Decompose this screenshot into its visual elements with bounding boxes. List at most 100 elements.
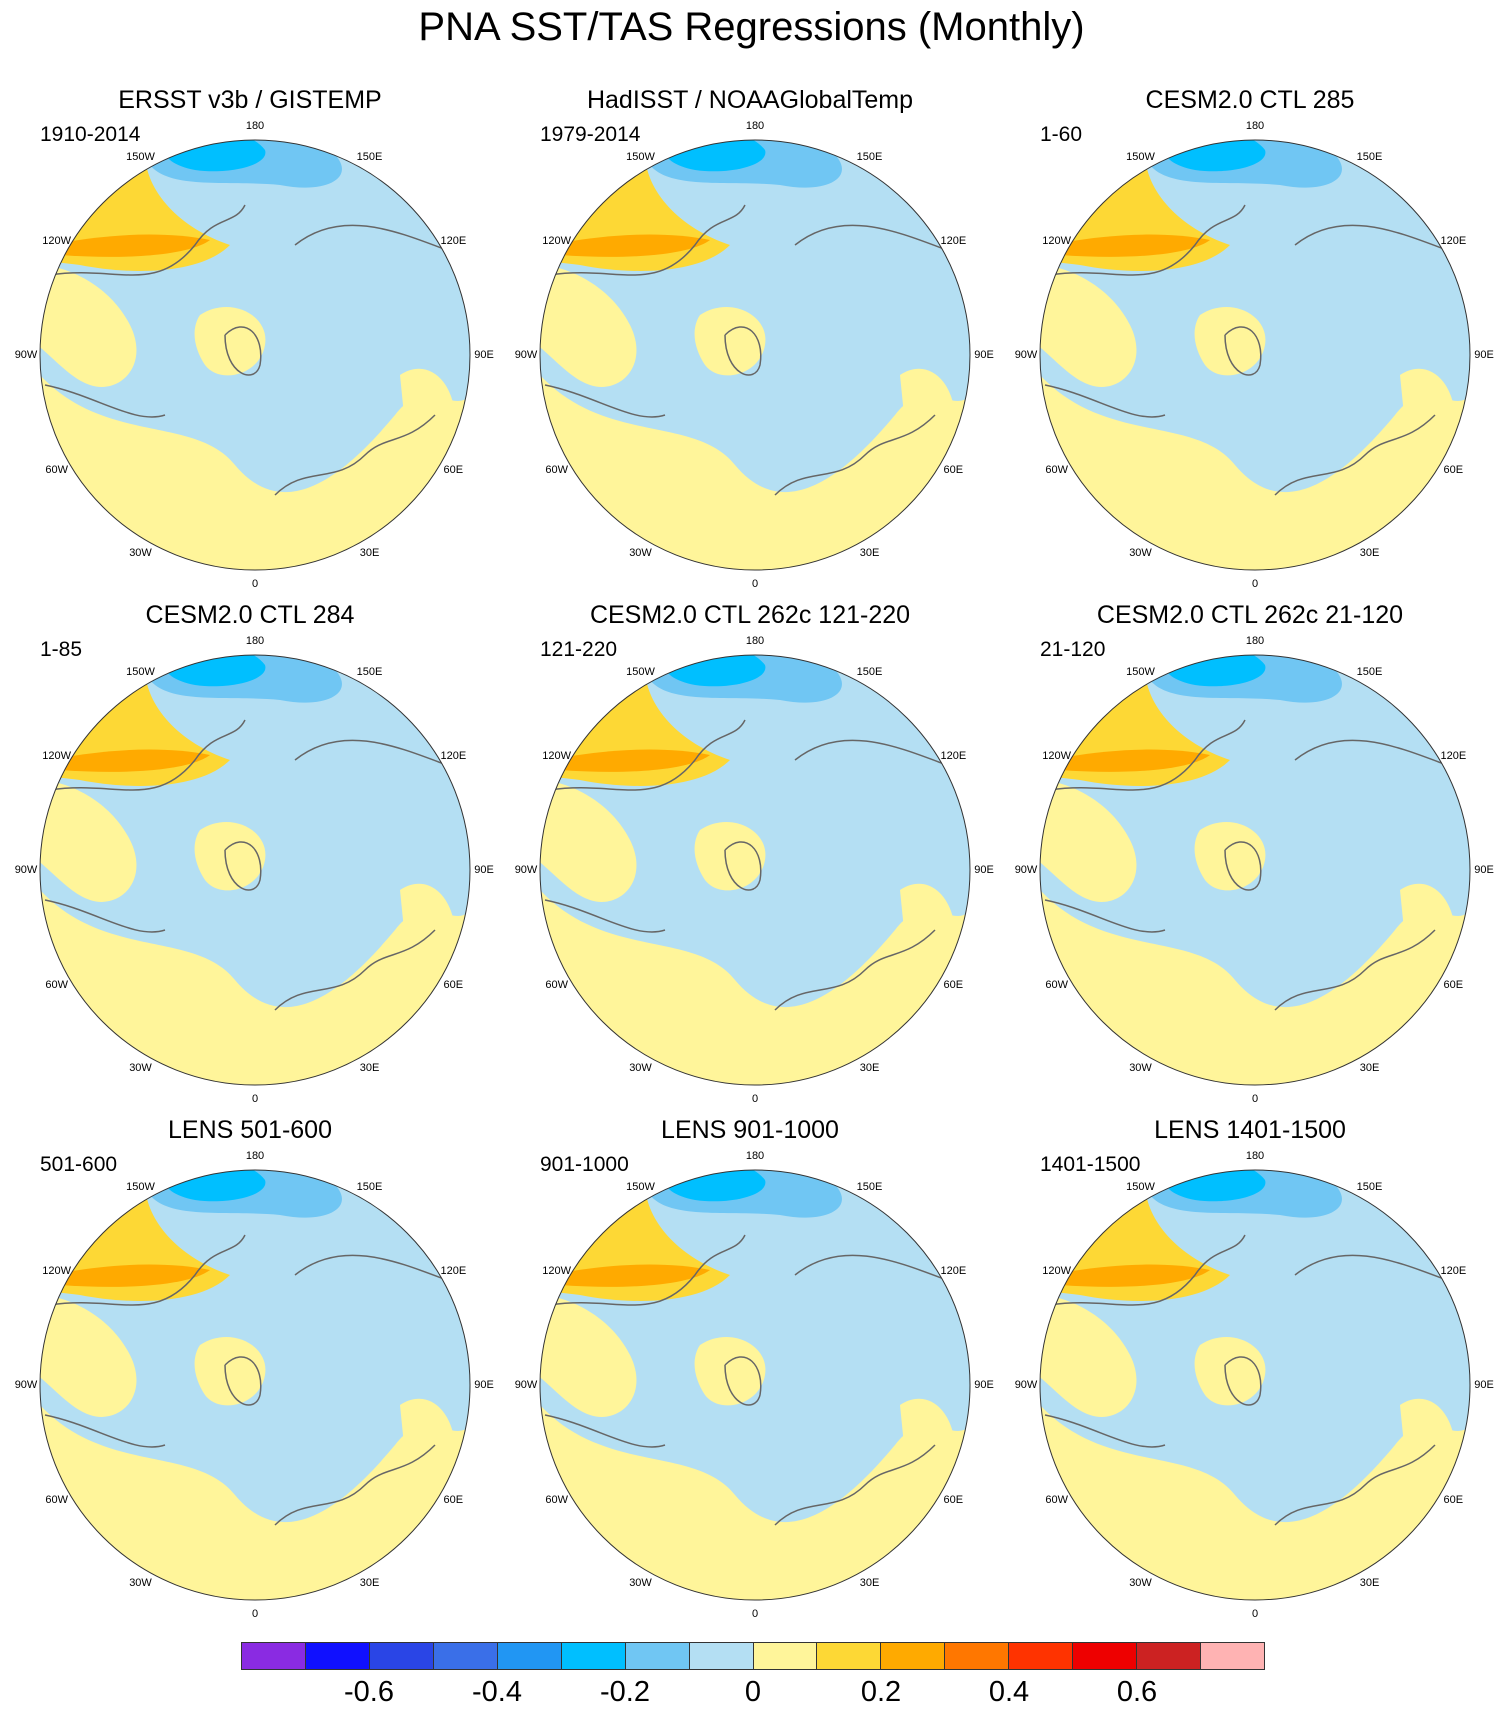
longitude-label: 90E	[974, 1379, 994, 1391]
map-boundary	[1039, 139, 1471, 571]
colorbar-label: 0.4	[988, 1676, 1030, 1708]
longitude-label: 180	[1245, 120, 1265, 132]
longitude-label: 30E	[859, 547, 880, 560]
coastline	[1049, 719, 1246, 791]
longitude-label: 60E	[943, 463, 964, 476]
colorbar-swatch	[1201, 1643, 1264, 1669]
longitude-label: 150W	[1126, 665, 1155, 678]
colorbar-label: 0	[744, 1676, 762, 1708]
strong-negative-anomaly	[1163, 140, 1266, 172]
positive-anomaly-arctic	[1194, 821, 1266, 891]
longitude-label: 60W	[45, 978, 68, 991]
map-boundary	[1039, 654, 1471, 1086]
strong-negative-anomaly	[663, 655, 766, 687]
colorbar	[241, 1642, 1265, 1670]
map-panel: ERSST v3b / GISTEMP 1910-2014 180 150E 120E 9…	[0, 85, 500, 605]
longitude-label: 120E	[1440, 1264, 1467, 1277]
longitude-label: 90W	[514, 864, 538, 876]
longitude-label: 60E	[943, 978, 964, 991]
panel-period: 501-600	[40, 1153, 118, 1176]
panel-title: CESM2.0 CTL 284	[145, 601, 355, 629]
panel-period: 21-120	[1040, 638, 1106, 661]
coastline	[274, 414, 436, 496]
panel-title: CESM2.0 CTL 262c 21-120	[1096, 601, 1404, 629]
longitude-label: 180	[1245, 635, 1265, 647]
coastline	[1044, 1414, 1166, 1448]
colorbar-label: -0.4	[472, 1676, 522, 1708]
longitude-label: 90E	[474, 349, 494, 361]
colorbar-swatch	[625, 1643, 690, 1669]
polar-map	[539, 139, 971, 571]
longitude-label: 120W	[42, 234, 72, 247]
longitude-label: 60E	[443, 978, 464, 991]
polar-map	[39, 139, 471, 571]
longitude-label: 120E	[1440, 749, 1467, 762]
longitude-label: 30E	[359, 1062, 380, 1075]
longitude-label: 30W	[1129, 1577, 1152, 1590]
longitude-label: 30W	[1129, 1062, 1152, 1075]
longitude-label: 120W	[542, 234, 572, 247]
panel-period: 1401-1500	[1040, 1153, 1141, 1176]
panel-period: 1-85	[40, 638, 83, 661]
figure-title: PNA SST/TAS Regressions (Monthly)	[418, 5, 1085, 49]
positive-anomaly-america	[1040, 263, 1137, 387]
longitude-label: 30E	[1359, 547, 1380, 560]
longitude-label: 150E	[1356, 665, 1383, 678]
positive-anomaly-arctic	[694, 306, 766, 376]
coastline	[224, 1356, 262, 1406]
coastline	[549, 1234, 746, 1306]
coastline	[44, 899, 166, 933]
longitude-label: 30E	[1359, 1577, 1380, 1590]
coastline	[1224, 326, 1262, 376]
strong-positive-anomaly	[550, 1264, 710, 1287]
strong-positive-anomaly	[50, 1264, 210, 1287]
longitude-label: 90W	[14, 1379, 38, 1391]
strong-positive-anomaly	[550, 234, 710, 257]
coastline	[44, 1414, 166, 1448]
polar-map	[1039, 1169, 1471, 1601]
longitude-label: 120W	[42, 749, 72, 762]
longitude-label: 60W	[1045, 978, 1068, 991]
panel-title: ERSST v3b / GISTEMP	[118, 86, 382, 114]
polar-map	[539, 654, 971, 1086]
longitude-label: 180	[245, 120, 265, 132]
coastline	[294, 1254, 461, 1286]
coastline	[1224, 841, 1262, 891]
colorbar-swatch	[753, 1643, 818, 1669]
positive-anomaly-arctic	[1194, 1336, 1266, 1406]
longitude-label: 90W	[14, 864, 38, 876]
panel-title: LENS 1401-1500	[1154, 1116, 1346, 1144]
strong-negative-anomaly	[163, 1170, 266, 1202]
longitude-label: 30W	[1129, 547, 1152, 560]
longitude-label: 60W	[45, 463, 68, 476]
longitude-label: 0	[751, 1608, 759, 1620]
coastline	[274, 1444, 436, 1526]
longitude-label: 90E	[1474, 864, 1494, 876]
strong-positive-anomaly	[1050, 749, 1210, 772]
colorbar-swatch	[497, 1643, 562, 1669]
longitude-label: 30W	[629, 1577, 652, 1590]
strong-positive-anomaly	[1050, 1264, 1210, 1287]
positive-anomaly-america	[40, 1293, 137, 1417]
coastline	[1049, 204, 1246, 276]
longitude-label: 30W	[129, 1577, 152, 1590]
strong-negative-anomaly	[663, 1170, 766, 1202]
longitude-label: 0	[1251, 1608, 1259, 1620]
longitude-label: 60E	[443, 463, 464, 476]
positive-anomaly-america	[1040, 778, 1137, 902]
longitude-label: 90E	[474, 1379, 494, 1391]
positive-anomaly-arctic	[694, 821, 766, 891]
longitude-label: 150W	[1126, 1180, 1155, 1193]
colorbar-label: 0.6	[1116, 1676, 1158, 1708]
longitude-label: 0	[1251, 578, 1259, 590]
coastline	[544, 384, 666, 418]
coastline	[774, 1444, 936, 1526]
map-boundary	[539, 654, 971, 1086]
colorbar-swatch	[305, 1643, 370, 1669]
longitude-label: 150W	[1126, 150, 1155, 163]
longitude-label: 60W	[1045, 1493, 1068, 1506]
coastline	[49, 204, 246, 276]
coastline	[794, 1254, 961, 1286]
longitude-label: 60E	[1443, 1493, 1464, 1506]
colorbar-swatch	[881, 1643, 946, 1669]
